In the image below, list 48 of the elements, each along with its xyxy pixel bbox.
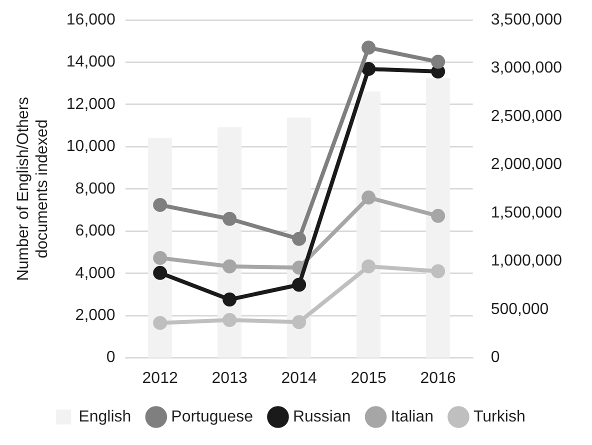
y2-tick-label: 1,500,000	[490, 204, 562, 222]
point	[292, 232, 306, 246]
y-tick-label: 6,000	[75, 222, 116, 240]
point	[362, 40, 376, 55]
y2-tick-label: 1,000,000	[490, 252, 562, 270]
point	[431, 264, 446, 278]
x-tick-label: 2013	[212, 370, 248, 387]
point	[153, 266, 168, 280]
point	[153, 316, 168, 330]
x-tick-label: 2015	[350, 370, 386, 387]
point	[362, 259, 376, 274]
x-tick-label: 2016	[420, 370, 456, 387]
bar	[426, 78, 450, 358]
y-tick-label: 8,000	[75, 180, 116, 198]
point	[222, 313, 237, 328]
point	[431, 54, 446, 69]
y2-tick-label: 3,000,000	[490, 60, 562, 77]
y-tick-label: 4,000	[75, 264, 116, 282]
y-tick-label: 2,000	[75, 306, 116, 324]
y2-tick-label: 500,000	[490, 300, 549, 318]
y-tick-label: 12,000	[66, 96, 116, 113]
y-tick-label: 0	[106, 349, 116, 366]
point	[153, 198, 168, 212]
point	[222, 212, 237, 226]
legend-label: Turkish	[473, 408, 526, 426]
point	[292, 278, 306, 292]
y2-tick-label: 2,000,000	[490, 156, 562, 174]
y-tick-label: 10,000	[66, 138, 116, 156]
legend-label: Russian	[292, 408, 351, 426]
x-tick-label: 2012	[142, 370, 178, 387]
x-tick-label: 2014	[281, 370, 317, 387]
point	[222, 292, 237, 307]
y-axis-title: Number of English/Others documents indexed	[15, 96, 52, 281]
point	[431, 208, 446, 223]
point	[222, 259, 237, 274]
y2-tick-label: 0	[490, 349, 500, 366]
legend-label: Portuguese	[171, 408, 254, 426]
point	[292, 315, 306, 330]
point	[153, 250, 168, 265]
legend-label: English	[78, 408, 132, 426]
point	[362, 62, 376, 76]
y2-tick-label: 2,500,000	[490, 108, 562, 125]
point	[362, 190, 376, 205]
y-tick-label: 14,000	[66, 54, 116, 71]
bar	[356, 91, 381, 358]
y2-tick-label: 3,500,000	[490, 11, 562, 28]
y-tick-label: 16,000	[66, 11, 116, 28]
legend-label: Italian	[390, 408, 434, 426]
